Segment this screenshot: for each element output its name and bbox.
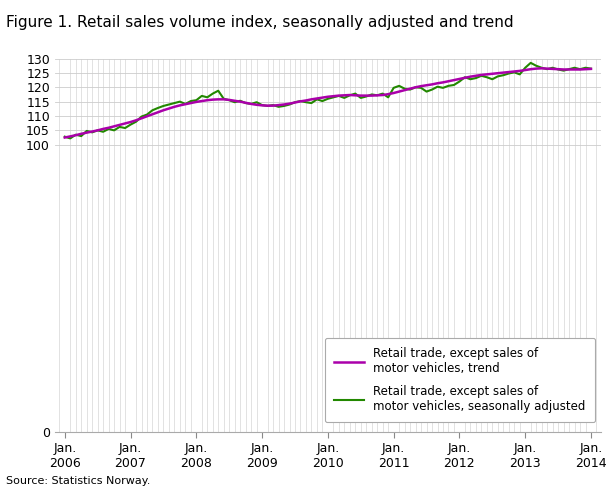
Legend: Retail trade, except sales of
motor vehicles, trend, Retail trade, except sales : Retail trade, except sales of motor vehi…	[325, 338, 595, 422]
Text: Source: Statistics Norway.: Source: Statistics Norway.	[6, 476, 151, 486]
Text: Figure 1. Retail sales volume index, seasonally adjusted and trend: Figure 1. Retail sales volume index, sea…	[6, 15, 514, 30]
